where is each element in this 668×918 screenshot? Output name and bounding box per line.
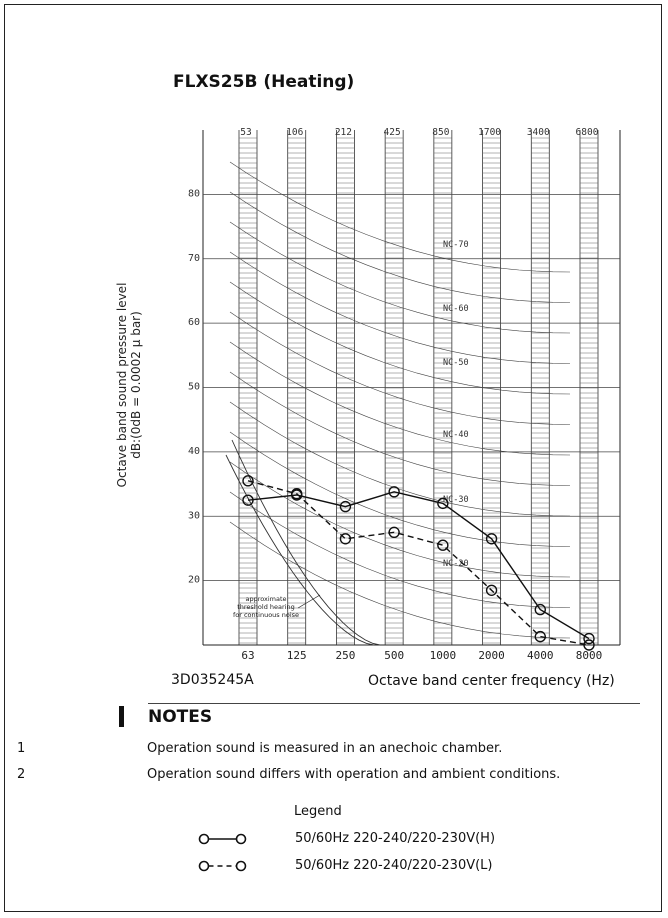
nc-label: NC-50 bbox=[443, 358, 469, 368]
x-top-tick-label: 425 bbox=[384, 127, 401, 138]
x-bottom-tick-label: 2000 bbox=[478, 649, 505, 662]
y-tick-label: 20 bbox=[188, 575, 200, 586]
x-top-tick-label: 212 bbox=[335, 127, 352, 138]
chart-title: FLXS25B (Heating) bbox=[173, 72, 355, 92]
x-bottom-tick-label: 63 bbox=[241, 649, 254, 662]
nc-curve bbox=[229, 251, 571, 364]
note-number: 2 bbox=[17, 767, 26, 782]
y-tick-label: 40 bbox=[188, 446, 200, 457]
data-point bbox=[437, 497, 449, 510]
x-top-tick-label: 106 bbox=[286, 127, 303, 138]
nc-curve bbox=[229, 311, 571, 425]
chart-svg: 20 30 40 50 60 70 80 53 106 212 425 850 1700 3400 6800… bbox=[115, 127, 621, 662]
annotation-text: threshold hearing bbox=[237, 603, 295, 611]
legend-title: Legend bbox=[294, 804, 342, 819]
nc-label: NC-40 bbox=[443, 430, 469, 440]
x-bottom-tick-label: 125 bbox=[287, 649, 307, 662]
data-point bbox=[534, 630, 546, 643]
nc-curve bbox=[229, 431, 571, 547]
data-point bbox=[339, 500, 352, 513]
note-number: 1 bbox=[17, 741, 26, 756]
y-axis-label: Octave band sound pressure level bbox=[115, 283, 129, 488]
legend-item-h: 50/60Hz 220-240/220-230V(H) bbox=[295, 831, 496, 846]
annotation-text: for continuous noise bbox=[233, 611, 299, 619]
x-top-tick-label: 3400 bbox=[527, 127, 550, 138]
drawing-code: 3D035245A bbox=[171, 672, 254, 688]
data-point bbox=[291, 488, 303, 500]
notes-divider bbox=[148, 703, 640, 704]
threshold-curve bbox=[225, 454, 375, 646]
data-point bbox=[485, 533, 498, 545]
nc-curve bbox=[229, 341, 571, 456]
annotation-text: approximate bbox=[245, 595, 286, 603]
note-text: Operation sound is measured in an anecho… bbox=[147, 741, 503, 756]
notes-marker-bar bbox=[119, 706, 124, 727]
notes-heading: NOTES bbox=[148, 707, 213, 727]
data-point bbox=[485, 584, 498, 596]
nc-label: NC-60 bbox=[443, 304, 469, 314]
legend-dashed-symbol-icon bbox=[198, 860, 247, 872]
x-top-tick-label: 6800 bbox=[576, 127, 599, 138]
data-point bbox=[388, 486, 400, 498]
legend-solid-symbol-icon bbox=[198, 833, 247, 845]
data-point bbox=[339, 533, 352, 545]
data-point bbox=[534, 603, 546, 616]
y-tick-label: 30 bbox=[188, 510, 200, 521]
x-bottom-tick-label: 1000 bbox=[430, 649, 457, 662]
nc-curve bbox=[229, 221, 571, 334]
data-point bbox=[583, 639, 595, 651]
y-tick-label: 60 bbox=[188, 317, 200, 328]
x-top-tick-label: 53 bbox=[240, 127, 251, 138]
y-tick-label: 50 bbox=[188, 382, 200, 393]
nc-curve bbox=[229, 521, 571, 639]
legend-item-l: 50/60Hz 220-240/220-230V(L) bbox=[295, 858, 493, 873]
nc-curve bbox=[229, 281, 571, 395]
x-bottom-tick-label: 250 bbox=[335, 649, 355, 662]
nc-curve bbox=[229, 491, 571, 608]
data-point bbox=[242, 475, 254, 487]
y-axis-label: dB:(0dB = 0.0002 μ bar) bbox=[129, 311, 143, 459]
x-bottom-tick-label: 4000 bbox=[527, 649, 554, 662]
data-point bbox=[242, 494, 254, 506]
nc-curve bbox=[229, 161, 571, 273]
note-text: Operation sound differs with operation a… bbox=[147, 767, 561, 782]
x-top-tick-label: 850 bbox=[432, 127, 449, 138]
nc-label: NC-20 bbox=[443, 559, 469, 569]
data-point bbox=[437, 539, 449, 551]
x-top-tick-label: 1700 bbox=[478, 127, 501, 138]
page-frame bbox=[4, 4, 662, 912]
nc-label: NC-70 bbox=[443, 240, 469, 250]
y-tick-label: 80 bbox=[188, 188, 200, 199]
data-point bbox=[388, 526, 400, 539]
annotation-leader bbox=[297, 594, 321, 609]
threshold-curve bbox=[231, 439, 381, 646]
nc-curve bbox=[229, 461, 571, 578]
series-line-h bbox=[247, 491, 590, 640]
y-tick-label: 70 bbox=[188, 253, 200, 264]
series-line-l bbox=[247, 480, 590, 646]
data-point bbox=[583, 632, 595, 645]
x-bottom-tick-label: 8000 bbox=[576, 649, 603, 662]
nc-curve bbox=[229, 401, 571, 517]
x-bottom-tick-label: 500 bbox=[384, 649, 404, 662]
nc-label: NC-30 bbox=[443, 495, 469, 505]
nc-curve bbox=[229, 371, 571, 486]
nc-curve bbox=[229, 191, 571, 303]
x-axis-label: Octave band center frequency (Hz) bbox=[368, 673, 615, 689]
